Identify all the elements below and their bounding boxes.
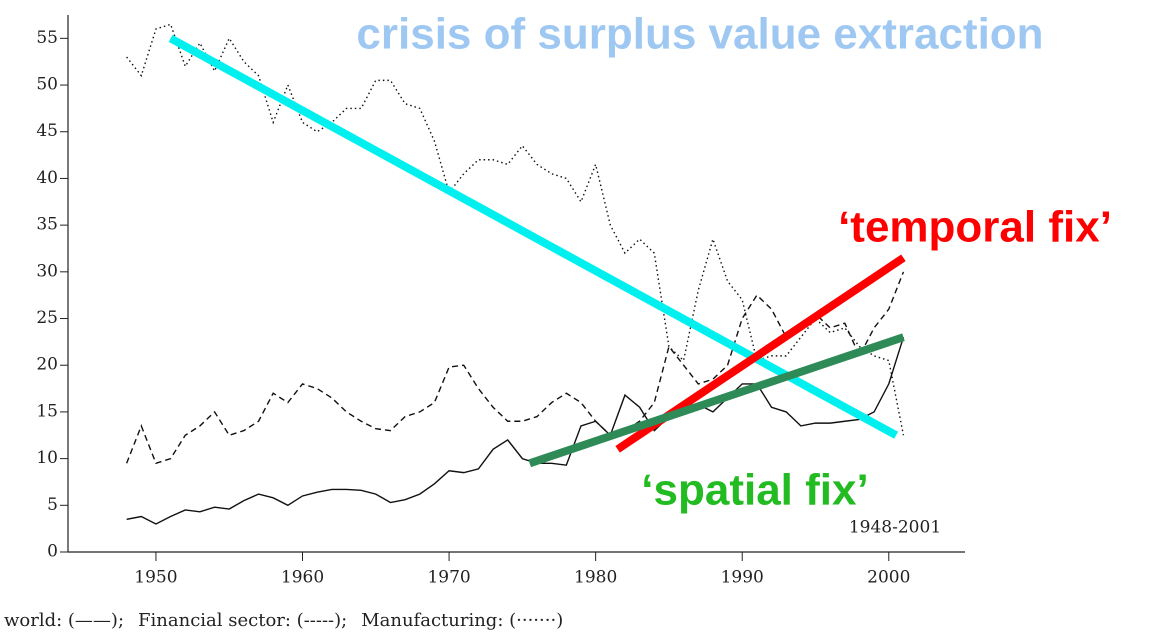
y-tick-label: 50 bbox=[36, 75, 58, 95]
legend-label: Manufacturing: (·······) bbox=[361, 610, 563, 631]
x-tick-label: 1960 bbox=[281, 568, 324, 588]
x-tick-label: 2000 bbox=[867, 568, 910, 588]
y-tick-label: 35 bbox=[36, 215, 58, 235]
legend-label: world: (——); bbox=[4, 610, 124, 631]
trend-line bbox=[528, 333, 905, 468]
series-line bbox=[125, 271, 905, 465]
annotation: ‘spatial fix’ bbox=[641, 466, 868, 515]
trend-line bbox=[168, 34, 899, 439]
x-tick-label: 1990 bbox=[721, 568, 764, 588]
y-tick-label: 45 bbox=[36, 121, 58, 141]
annotation: ‘temporal fix’ bbox=[838, 203, 1112, 252]
series-line bbox=[126, 336, 905, 525]
x-tick-label: 1950 bbox=[134, 568, 177, 588]
legend-label: Financial sector: (-----); bbox=[138, 610, 347, 631]
y-tick-label: 10 bbox=[36, 448, 58, 468]
chart-title: crisis of surplus value extraction bbox=[356, 10, 1043, 59]
y-tick-label: 40 bbox=[36, 168, 58, 188]
y-tick-label: 55 bbox=[36, 28, 58, 48]
series-line bbox=[126, 23, 905, 436]
x-tick-label: 1980 bbox=[574, 568, 617, 588]
y-tick-label: 25 bbox=[36, 308, 58, 328]
x-tick-label: 1970 bbox=[427, 568, 470, 588]
y-tick-label: 30 bbox=[36, 261, 58, 281]
y-tick-label: 15 bbox=[36, 401, 58, 421]
y-tick-label: 0 bbox=[47, 542, 58, 562]
y-tick-label: 20 bbox=[36, 355, 58, 375]
y-tick-label: 5 bbox=[47, 495, 58, 515]
annotation: 1948-2001 bbox=[849, 518, 941, 538]
